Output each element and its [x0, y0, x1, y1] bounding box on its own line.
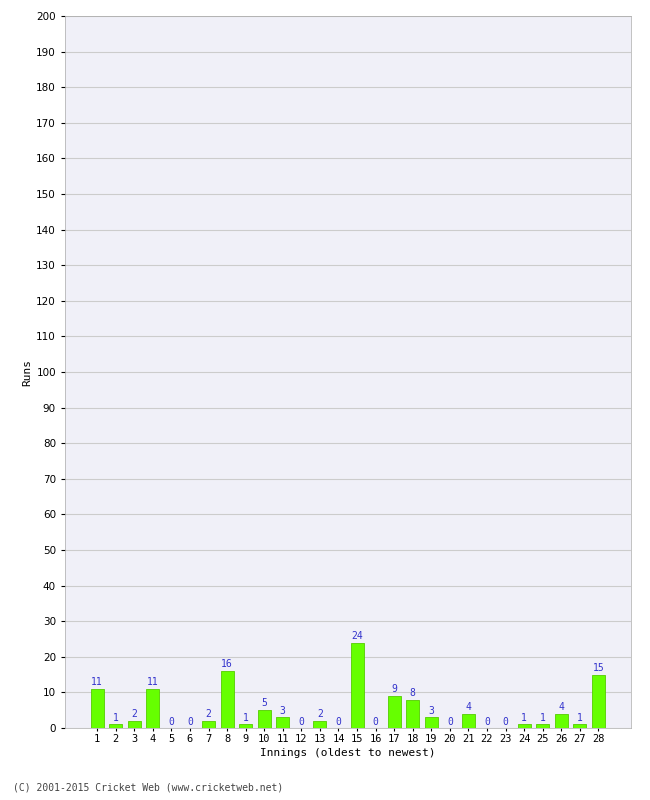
Text: 0: 0 [168, 717, 174, 726]
Text: 1: 1 [242, 713, 248, 722]
Text: 0: 0 [372, 717, 378, 726]
Bar [573, 725, 586, 728]
Bar [109, 725, 122, 728]
Bar [313, 721, 326, 728]
Bar [536, 725, 549, 728]
Text: 9: 9 [391, 684, 397, 694]
Bar [220, 671, 233, 728]
Text: (C) 2001-2015 Cricket Web (www.cricketweb.net): (C) 2001-2015 Cricket Web (www.cricketwe… [13, 782, 283, 792]
Text: 0: 0 [335, 717, 341, 726]
Text: 1: 1 [113, 713, 119, 722]
Text: 0: 0 [298, 717, 304, 726]
Text: 2: 2 [205, 709, 211, 719]
Bar [258, 710, 271, 728]
Bar [128, 721, 141, 728]
Text: 4: 4 [465, 702, 471, 712]
Text: 15: 15 [592, 663, 604, 673]
Text: 0: 0 [484, 717, 490, 726]
Bar [424, 718, 437, 728]
Bar [202, 721, 215, 728]
Bar [91, 689, 104, 728]
Text: 2: 2 [317, 709, 323, 719]
Bar [406, 699, 419, 728]
Text: 1: 1 [521, 713, 527, 722]
Bar [517, 725, 530, 728]
Bar [276, 718, 289, 728]
Text: 16: 16 [221, 659, 233, 670]
Text: 3: 3 [428, 706, 434, 715]
Text: 1: 1 [540, 713, 545, 722]
Text: 2: 2 [131, 709, 137, 719]
Text: 0: 0 [502, 717, 508, 726]
Bar [239, 725, 252, 728]
Text: 24: 24 [351, 630, 363, 641]
Bar [350, 642, 363, 728]
Bar [387, 696, 400, 728]
Bar [462, 714, 475, 728]
Text: 4: 4 [558, 702, 564, 712]
Text: 11: 11 [147, 677, 159, 687]
Y-axis label: Runs: Runs [22, 358, 32, 386]
Text: 0: 0 [447, 717, 453, 726]
Bar [592, 674, 604, 728]
Text: 1: 1 [577, 713, 582, 722]
X-axis label: Innings (oldest to newest): Innings (oldest to newest) [260, 748, 436, 758]
Text: 5: 5 [261, 698, 267, 709]
Bar [554, 714, 567, 728]
Text: 8: 8 [410, 688, 415, 698]
Bar [146, 689, 159, 728]
Text: 0: 0 [187, 717, 193, 726]
Text: 3: 3 [280, 706, 286, 715]
Text: 11: 11 [92, 677, 103, 687]
